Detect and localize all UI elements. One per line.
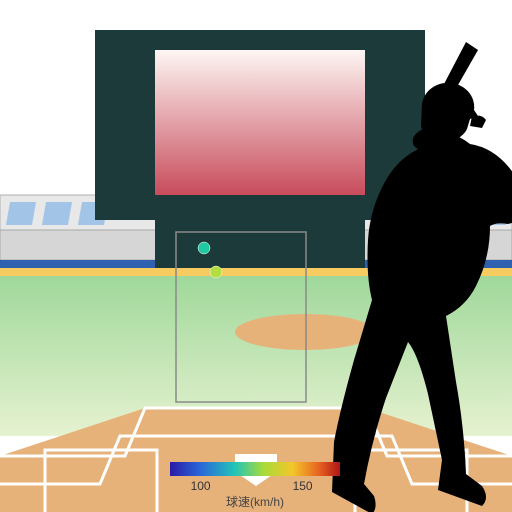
- scoreboard-screen: [155, 50, 365, 195]
- speed-colorbar: [170, 462, 340, 476]
- stand-window: [42, 202, 72, 225]
- scoreboard-base: [155, 220, 365, 270]
- pitchers-mound: [235, 314, 375, 350]
- speed-tick-label: 100: [191, 479, 211, 493]
- speed-axis-label: 球速(km/h): [226, 495, 284, 509]
- pitch-marker: [210, 266, 222, 278]
- speed-tick-label: 150: [293, 479, 313, 493]
- stand-window: [6, 202, 36, 225]
- pitch-marker: [198, 242, 210, 254]
